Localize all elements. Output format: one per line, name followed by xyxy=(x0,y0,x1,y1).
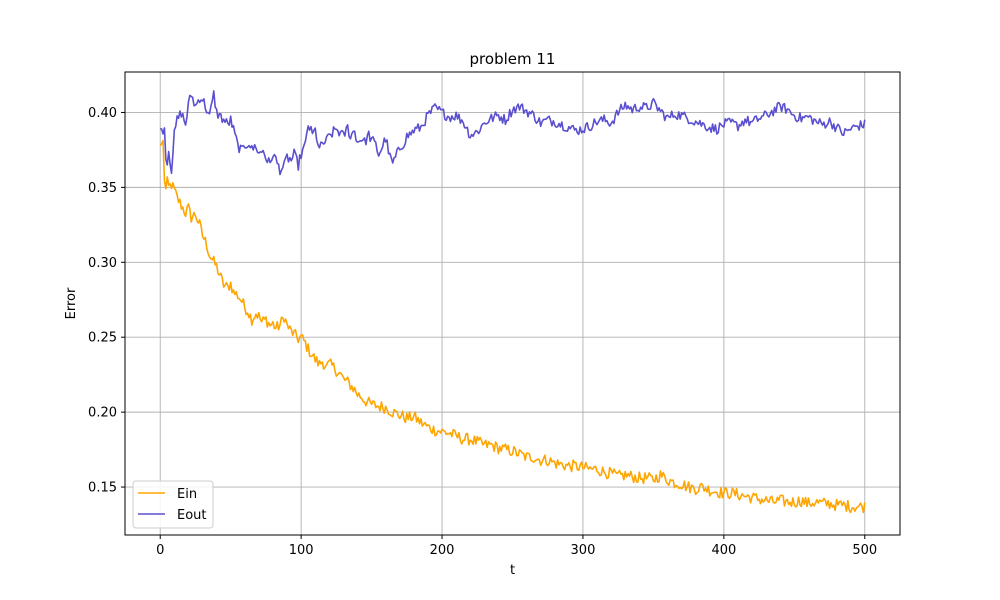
y-tick-label: 0.25 xyxy=(88,331,117,346)
x-tick-label: 300 xyxy=(571,543,596,558)
y-axis-label: Error xyxy=(64,287,79,319)
x-tick-label: 100 xyxy=(289,543,314,558)
series-line-ein xyxy=(159,139,866,514)
legend: Ein Eout xyxy=(132,480,214,529)
y-tick-label: 0.30 xyxy=(88,256,117,271)
chart-title: problem 11 xyxy=(470,50,556,68)
legend-label-eout: Eout xyxy=(177,508,207,523)
x-tick-label: 400 xyxy=(711,543,736,558)
x-tick-label: 200 xyxy=(430,543,455,558)
ticks: 0 100 200 300 400 500 0.15 0.20 0.25 0.30 0.35 0.40 xyxy=(88,106,877,558)
x-tick-label: 500 xyxy=(852,543,877,558)
x-axis-label: t xyxy=(510,563,515,578)
x-tick-label: 0 xyxy=(156,543,164,558)
legend-label-ein: Ein xyxy=(177,487,197,502)
y-tick-label: 0.40 xyxy=(88,106,117,121)
grid xyxy=(125,72,900,535)
y-tick-label: 0.35 xyxy=(88,181,117,196)
series-layer xyxy=(159,90,866,514)
plot-frame xyxy=(124,71,901,536)
y-tick-label: 0.15 xyxy=(88,481,117,496)
series-line-eout xyxy=(160,90,866,176)
y-tick-label: 0.20 xyxy=(88,406,117,421)
